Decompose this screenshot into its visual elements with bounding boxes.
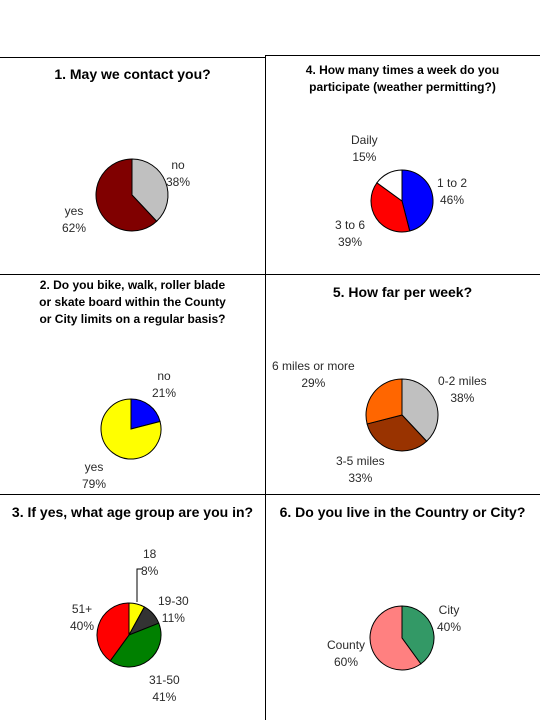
chart-title: 6. Do you live in the Country or City? — [279, 504, 526, 520]
slice-label-18: 18 8% — [141, 547, 159, 578]
pie-slice-city — [401, 605, 435, 665]
pie-slice-daily — [376, 169, 403, 202]
chart-title: 1. May we contact you? — [54, 66, 211, 82]
pie-slice-county — [369, 605, 422, 671]
pie-slice-6-miles-or-more — [365, 378, 403, 425]
slice-label-0-2-miles: 0-2 miles 38% — [438, 374, 487, 405]
slice-label-1-to-2: 1 to 2 46% — [437, 176, 468, 207]
slice-label-city: City 40% — [437, 603, 462, 634]
chart-title: 4. How many times a week do you particip… — [305, 63, 500, 94]
grid-line-vertical — [265, 55, 266, 720]
pie-slice-yes — [100, 398, 162, 460]
pie-chart — [369, 605, 435, 671]
slice-label-yes: yes 79% — [82, 460, 107, 491]
slice-label-3-to-6: 3 to 6 39% — [335, 218, 366, 249]
slice-label-51-plus: 51+ 40% — [70, 602, 95, 633]
slice-label-yes: yes 62% — [62, 204, 87, 235]
pie-chart — [95, 158, 169, 232]
pie-slice-3-5-miles — [366, 414, 428, 452]
grid-line-top-right — [265, 55, 540, 56]
chart-title: 3. If yes, what age group are you in? — [11, 504, 254, 520]
slice-label-no: no 38% — [166, 158, 191, 189]
chart-panel-regular-basis: 2. Do you bike, walk, roller blade or sk… — [0, 274, 265, 494]
grid-line-top — [0, 57, 265, 58]
pie-chart — [96, 602, 162, 668]
pie-slice-51 — [96, 602, 130, 662]
leader-line-18 — [136, 568, 142, 602]
slice-label-31-50: 31-50 41% — [149, 673, 180, 704]
slice-label-6-miles-or-more: 6 miles or more 29% — [272, 359, 355, 390]
pie-slice-3-to-6 — [370, 182, 411, 233]
pie-slice-1-to-2 — [401, 169, 434, 232]
chart-panel-age-group: 3. If yes, what age group are you in? 18… — [0, 494, 265, 720]
slice-label-no: no 21% — [152, 369, 177, 400]
slice-label-daily: Daily 15% — [351, 133, 378, 164]
pie-slice-no — [130, 398, 161, 430]
slice-label-19-30: 19-30 11% — [158, 594, 189, 625]
grid-line-middle-1 — [0, 274, 540, 275]
pie-chart — [365, 378, 439, 452]
pie-slice-31-50 — [109, 622, 162, 668]
chart-title: 2. Do you bike, walk, roller blade or sk… — [39, 278, 226, 326]
pie-slice-yes — [95, 158, 158, 232]
chart-panel-times-per-week: 4. How many times a week do you particip… — [265, 57, 540, 274]
pie-slice-no — [131, 158, 169, 222]
chart-panel-contact: 1. May we contact you? no 38% yes 62% — [0, 57, 265, 274]
grid-line-middle-2 — [0, 494, 540, 495]
pie-slice-0-2-miles — [401, 378, 439, 442]
pie-chart — [370, 169, 434, 233]
chart-panel-live-in: 6. Do you live in the Country or City? C… — [265, 494, 540, 720]
pie-chart — [100, 398, 162, 460]
slice-label-county: County 60% — [327, 638, 366, 669]
chart-panel-how-far: 5. How far per week? 0-2 miles 38% 3-5 mi… — [265, 274, 540, 494]
slice-label-3-5-miles: 3-5 miles 33% — [336, 454, 385, 485]
chart-title: 5. How far per week? — [332, 284, 473, 300]
